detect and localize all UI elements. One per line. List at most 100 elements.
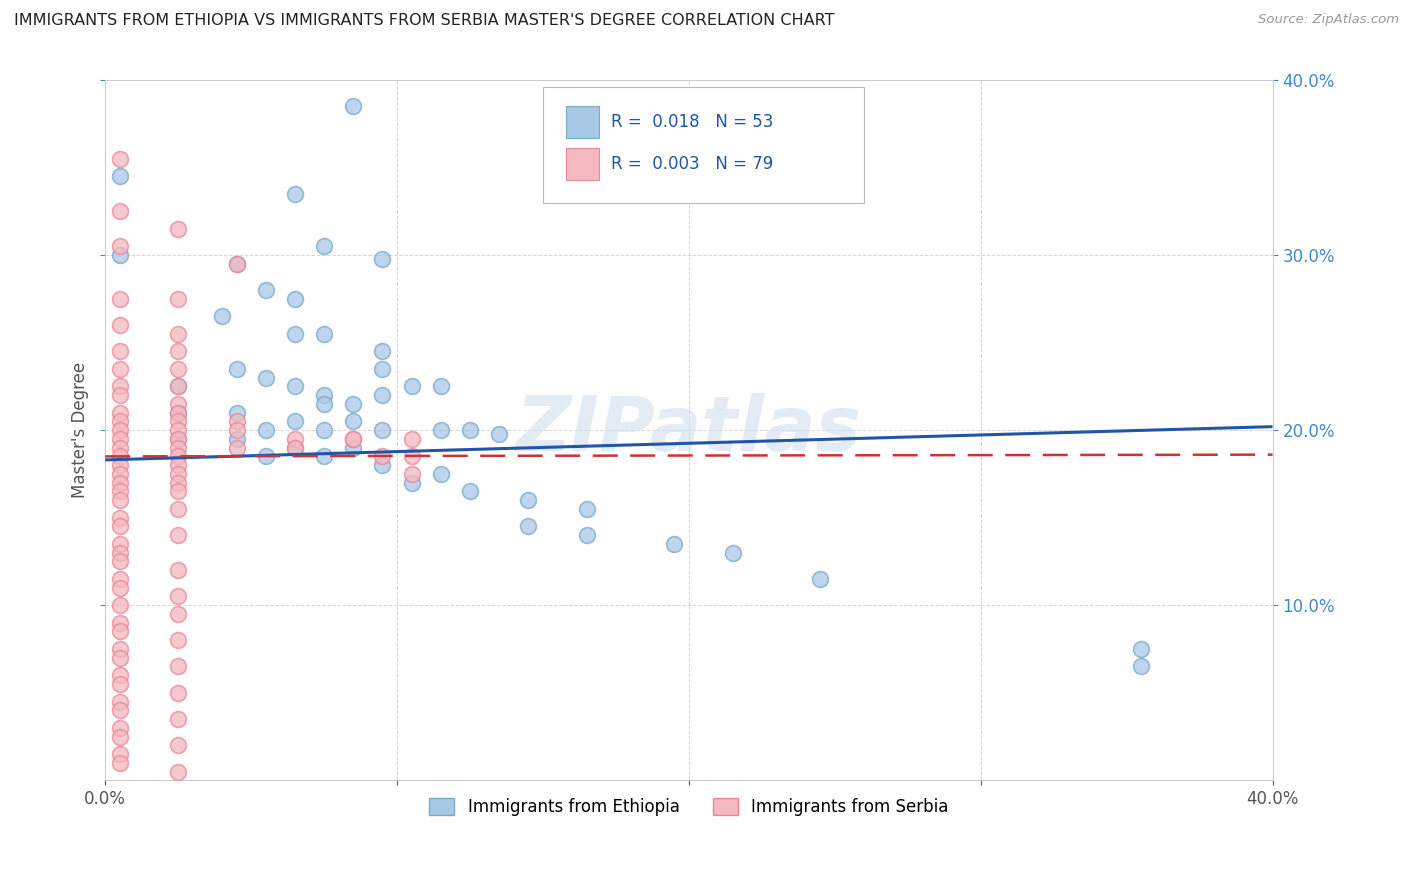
Point — [314, 326, 336, 341]
Point — [108, 537, 131, 551]
Point — [108, 248, 131, 262]
Point — [167, 406, 190, 420]
Point — [664, 537, 686, 551]
Point — [575, 502, 598, 516]
Point — [108, 484, 131, 499]
Point — [430, 423, 453, 437]
Point — [108, 694, 131, 708]
Point — [225, 441, 247, 455]
Point — [458, 423, 481, 437]
Point — [314, 423, 336, 437]
Point — [371, 362, 394, 376]
Point — [108, 432, 131, 446]
Point — [1130, 659, 1153, 673]
Point — [108, 730, 131, 744]
Point — [517, 519, 540, 533]
Legend: Immigrants from Ethiopia, Immigrants from Serbia: Immigrants from Ethiopia, Immigrants fro… — [420, 789, 957, 824]
Point — [167, 686, 190, 700]
Bar — [567, 106, 599, 137]
Point — [108, 581, 131, 595]
Point — [211, 310, 233, 324]
Point — [342, 99, 364, 113]
Point — [458, 484, 481, 499]
Point — [108, 414, 131, 428]
Point — [721, 546, 744, 560]
Point — [430, 379, 453, 393]
Point — [284, 441, 307, 455]
Point — [108, 721, 131, 735]
Point — [108, 239, 131, 253]
Point — [108, 554, 131, 568]
Point — [167, 458, 190, 472]
Y-axis label: Master's Degree: Master's Degree — [72, 362, 89, 499]
Point — [108, 546, 131, 560]
Point — [342, 432, 364, 446]
Point — [108, 441, 131, 455]
Point — [108, 510, 131, 524]
Point — [108, 423, 131, 437]
Point — [167, 712, 190, 726]
Point — [284, 379, 307, 393]
Point — [167, 344, 190, 359]
Point — [167, 467, 190, 481]
Point — [108, 152, 131, 166]
Point — [401, 432, 423, 446]
Point — [225, 362, 247, 376]
Point — [108, 204, 131, 219]
Text: Source: ZipAtlas.com: Source: ZipAtlas.com — [1258, 13, 1399, 27]
Point — [108, 650, 131, 665]
Point — [371, 458, 394, 472]
Point — [167, 475, 190, 490]
Point — [225, 406, 247, 420]
Point — [342, 432, 364, 446]
Point — [167, 379, 190, 393]
Point — [284, 186, 307, 201]
Point — [284, 292, 307, 306]
Point — [108, 756, 131, 770]
Point — [254, 450, 277, 464]
Point — [314, 450, 336, 464]
Text: ZIPatlas: ZIPatlas — [516, 393, 862, 467]
Point — [167, 406, 190, 420]
Point — [108, 624, 131, 639]
Point — [167, 633, 190, 648]
Point — [371, 388, 394, 402]
Point — [108, 467, 131, 481]
Point — [284, 432, 307, 446]
Point — [314, 239, 336, 253]
Text: R =  0.003   N = 79: R = 0.003 N = 79 — [610, 155, 773, 173]
Point — [108, 572, 131, 586]
Point — [108, 642, 131, 657]
Text: R =  0.018   N = 53: R = 0.018 N = 53 — [610, 113, 773, 131]
Point — [167, 292, 190, 306]
Point — [167, 528, 190, 542]
Point — [314, 397, 336, 411]
Point — [225, 432, 247, 446]
Point — [225, 414, 247, 428]
Point — [401, 379, 423, 393]
Point — [342, 397, 364, 411]
Point — [284, 326, 307, 341]
Point — [488, 426, 510, 441]
Point — [108, 598, 131, 612]
Point — [225, 423, 247, 437]
Point — [167, 379, 190, 393]
Point — [167, 222, 190, 236]
Point — [808, 572, 831, 586]
Point — [371, 252, 394, 266]
Point — [167, 590, 190, 604]
Point — [167, 423, 190, 437]
Point — [108, 668, 131, 682]
Point — [167, 397, 190, 411]
Point — [108, 406, 131, 420]
Point — [167, 563, 190, 577]
FancyBboxPatch shape — [543, 87, 863, 202]
Point — [401, 475, 423, 490]
Point — [167, 502, 190, 516]
Point — [167, 432, 190, 446]
Point — [371, 450, 394, 464]
Point — [108, 615, 131, 630]
Point — [108, 450, 131, 464]
Point — [108, 703, 131, 717]
Point — [108, 292, 131, 306]
